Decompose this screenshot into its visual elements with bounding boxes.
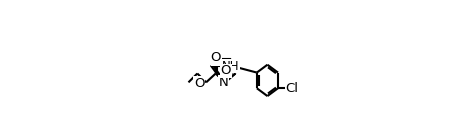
Text: S: S	[211, 53, 219, 65]
Text: N: N	[218, 76, 227, 89]
Text: NH: NH	[222, 60, 239, 73]
Text: Cl: Cl	[285, 82, 298, 95]
Text: O: O	[194, 77, 204, 90]
Text: O: O	[210, 51, 220, 64]
Text: O: O	[220, 64, 231, 77]
